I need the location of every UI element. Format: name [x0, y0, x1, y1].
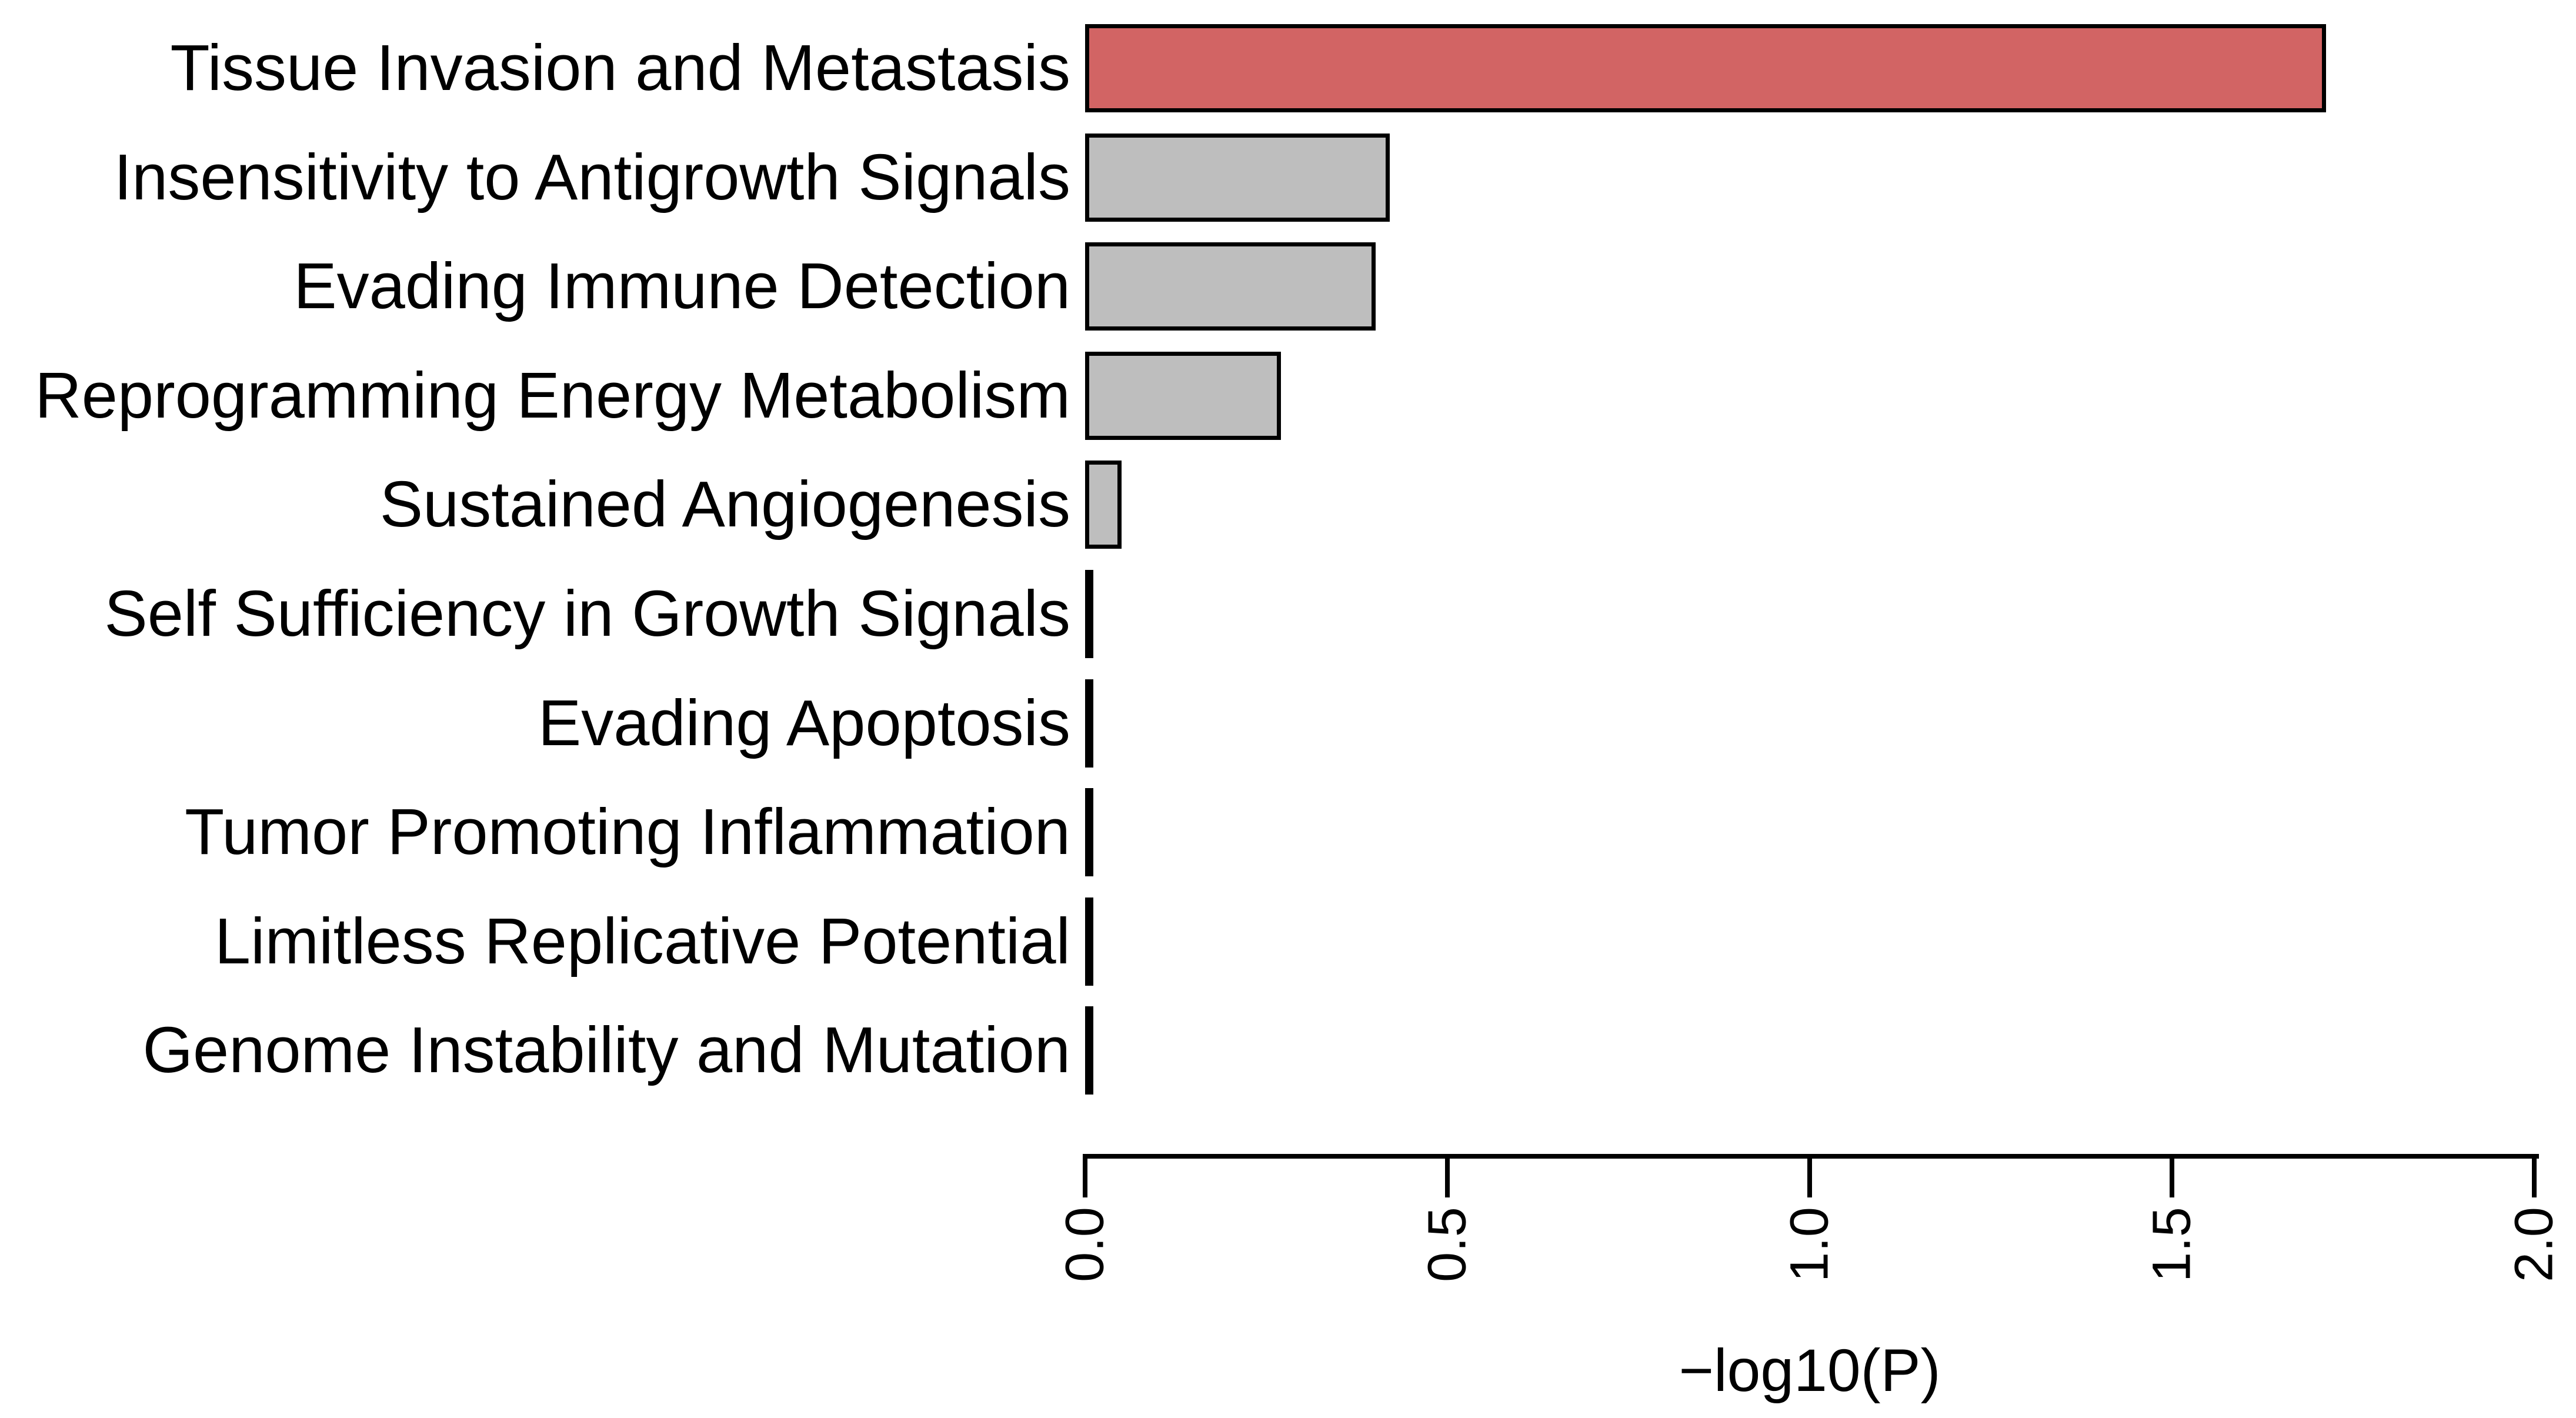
category-label: Tumor Promoting Inflammation: [185, 796, 1070, 868]
chart-row: Reprogramming Energy Metabolism: [0, 352, 2576, 440]
bar-tumor-promoting-inflammation: [1085, 788, 1093, 876]
bar-evading-apoptosis: [1085, 679, 1093, 768]
chart-row: Limitless Replicative Potential: [0, 897, 2576, 986]
chart-row: Tumor Promoting Inflammation: [0, 788, 2576, 876]
bar-reprogramming-energy-metabolism: [1085, 352, 1281, 440]
category-label: Limitless Replicative Potential: [214, 905, 1070, 977]
bar-genome-instability-and-mutation: [1085, 1006, 1093, 1095]
bar-tissue-invasion-and-metastasis: [1085, 24, 2326, 112]
category-label: Genome Instability and Mutation: [142, 1014, 1070, 1086]
category-label: Sustained Angiogenesis: [379, 468, 1070, 540]
bar-evading-immune-detection: [1085, 242, 1376, 331]
bar-insensitivity-to-antigrowth-signals: [1085, 134, 1390, 222]
bar-limitless-replicative-potential: [1085, 897, 1093, 986]
category-label: Evading Apoptosis: [538, 687, 1070, 759]
chart-row: Tissue Invasion and Metastasis: [0, 24, 2576, 112]
chart-row: Genome Instability and Mutation: [0, 1006, 2576, 1095]
x-axis-tick: [1807, 1159, 1812, 1197]
x-axis-title: −log10(P): [1679, 1337, 1941, 1404]
category-label: Reprogramming Energy Metabolism: [35, 359, 1070, 432]
x-tick-label: 1.5: [2141, 1207, 2202, 1282]
bar-self-sufficiency-in-growth-signals: [1085, 570, 1093, 658]
x-axis-tick: [1083, 1159, 1087, 1197]
x-tick-label: 0.0: [1055, 1207, 1115, 1282]
x-axis-tick: [1445, 1159, 1450, 1197]
x-tick-label: 2.0: [2504, 1207, 2564, 1282]
category-label: Tissue Invasion and Metastasis: [170, 32, 1070, 104]
chart-row: Evading Immune Detection: [0, 242, 2576, 331]
chart-row: Self Sufficiency in Growth Signals: [0, 570, 2576, 658]
x-tick-label: 1.0: [1779, 1207, 1840, 1282]
category-label: Self Sufficiency in Growth Signals: [104, 578, 1070, 650]
x-tick-label: 0.5: [1417, 1207, 1477, 1282]
bar-sustained-angiogenesis: [1085, 461, 1122, 549]
chart-row: Insensitivity to Antigrowth Signals: [0, 134, 2576, 222]
x-axis-tick: [2170, 1159, 2174, 1197]
category-label: Insensitivity to Antigrowth Signals: [114, 141, 1070, 213]
category-label: Evading Immune Detection: [293, 250, 1070, 322]
chart-row: Sustained Angiogenesis: [0, 461, 2576, 549]
x-axis-line: [1083, 1154, 2539, 1159]
x-axis-tick: [2532, 1159, 2537, 1197]
chart-row: Evading Apoptosis: [0, 679, 2576, 768]
